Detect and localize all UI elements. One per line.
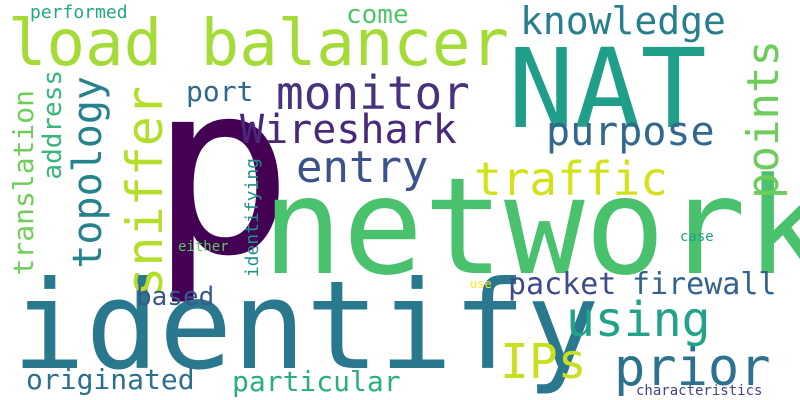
word-either: either: [178, 239, 229, 255]
word-firewall: firewall: [632, 267, 777, 302]
word-knowledge: knowledge: [520, 0, 726, 43]
word-use: use: [470, 277, 492, 291]
word-entry: entry: [296, 142, 429, 193]
word-p: p: [150, 32, 294, 309]
word-topology: topology: [65, 76, 111, 269]
word-monitor: monitor: [276, 66, 470, 120]
word-characteristics: characteristics: [636, 383, 763, 399]
word-port: port: [186, 75, 254, 108]
word-translation: translation: [7, 90, 40, 276]
word-points: points: [738, 40, 789, 199]
word-purpose: purpose: [546, 109, 715, 155]
word-ips: IPs: [500, 334, 587, 390]
word-prior: prior: [614, 338, 771, 398]
word-identify: identify: [12, 255, 600, 397]
word-based: based: [136, 282, 215, 312]
word-case: case: [680, 229, 714, 245]
word-particular: particular: [232, 365, 401, 398]
word-wireshark: Wireshark: [240, 107, 457, 153]
word-sniffer: sniffer: [116, 86, 174, 297]
word-address: address: [38, 70, 68, 180]
word-identifying: identifying: [242, 158, 263, 278]
word-network: network: [262, 149, 800, 305]
word-originated: originated: [26, 363, 195, 396]
word-packet: packet: [508, 267, 617, 302]
word-using: using: [566, 292, 711, 348]
word-load-balancer: load balancer: [8, 7, 509, 81]
word-come: come: [346, 0, 409, 30]
word-nat: NAT: [508, 25, 707, 153]
word-performed: performed: [30, 2, 128, 23]
word-traffic: traffic: [474, 152, 668, 206]
